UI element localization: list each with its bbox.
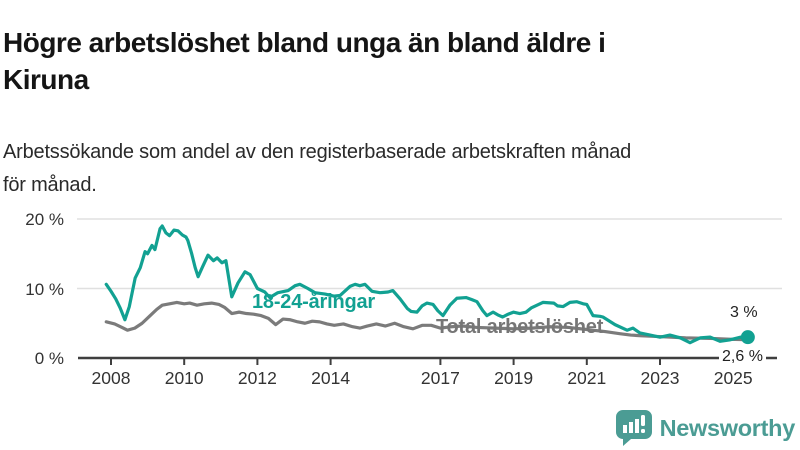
x-tick-label: 2021 — [567, 368, 607, 388]
series-line — [104, 224, 750, 345]
y-tick-label: 20 % — [25, 210, 64, 229]
newsworthy-bubble-chart-icon — [615, 410, 652, 446]
x-tick-label: 2019 — [494, 368, 534, 388]
chart-subtitle-line2: för månad. — [3, 174, 97, 196]
y-tick-label: 10 % — [25, 279, 64, 299]
y-tick-label: 0 % — [34, 349, 64, 368]
x-tick-label: 2008 — [91, 368, 131, 388]
series-line — [104, 300, 750, 342]
page-title: Högre arbetslöshet bland unga än bland ä… — [3, 24, 792, 98]
end-value-total: 2,6 % — [719, 348, 766, 366]
series-end-dot — [740, 330, 755, 345]
x-tick-label: 2010 — [164, 368, 204, 388]
x-tick-label: 2025 — [713, 368, 753, 388]
chart-subtitle: Arbetssökande som andel av den registerb… — [3, 136, 792, 202]
newsworthy-wordmark: Newsworthy — [659, 415, 796, 441]
series-label-young: 18-24-åringar — [252, 291, 376, 313]
end-value-young: 3 % — [730, 304, 758, 321]
x-tick-label: 2017 — [420, 368, 460, 388]
x-tick-label: 2014 — [311, 368, 351, 388]
x-tick-label: 2023 — [640, 368, 680, 388]
page-title-line2: Kiruna — [3, 63, 89, 95]
x-tick-label: 2012 — [237, 368, 277, 388]
series-label-total: Total arbetslöshet — [436, 316, 604, 338]
chart-subtitle-line1: Arbetssökande som andel av den registerb… — [3, 141, 632, 163]
page-title-line1: Högre arbetslöshet bland unga än bland ä… — [3, 26, 606, 58]
newsworthy-logo[interactable]: Newsworthy — [615, 410, 795, 446]
